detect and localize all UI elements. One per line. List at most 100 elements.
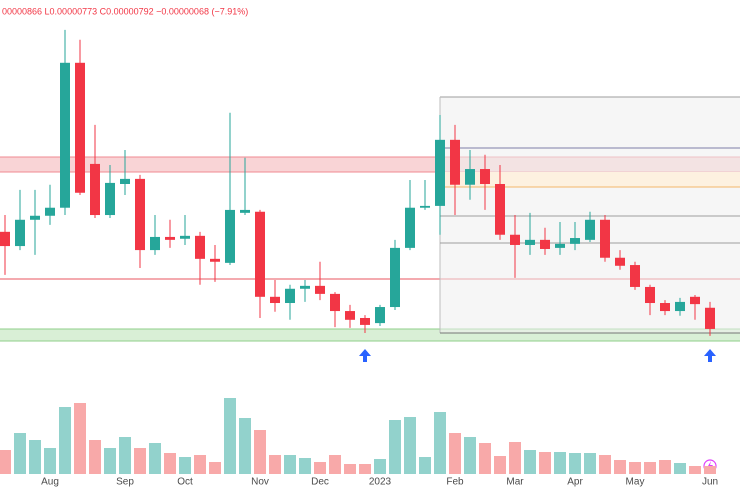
volume-bar (134, 448, 146, 474)
volume-bar (614, 460, 626, 474)
x-tick-label: Nov (251, 477, 269, 488)
candle-body (495, 184, 505, 235)
candle-body (510, 234, 520, 245)
candle-body (525, 239, 535, 245)
candle-body (60, 62, 70, 208)
volume-bar (119, 437, 131, 474)
candle-body (585, 219, 595, 240)
volume-bar (404, 417, 416, 474)
candle-body (450, 139, 460, 185)
candle-body (270, 296, 280, 304)
candle-body (375, 307, 385, 324)
x-tick-label: Apr (567, 477, 583, 488)
candle-body (630, 265, 640, 287)
ohlc-header: 00000866 L0.00000773 C0.00000792 −0.0000… (2, 6, 248, 16)
candle-body (180, 235, 190, 239)
volume-pane (0, 398, 716, 474)
volume-bar (314, 462, 326, 474)
candle-body (300, 285, 310, 289)
volume-bar (389, 420, 401, 474)
volume-bar (479, 443, 491, 474)
x-tick-label: Oct (177, 477, 193, 488)
volume-bar (464, 437, 476, 474)
volume-bar (659, 460, 671, 474)
volume-bar (14, 433, 26, 474)
volume-bar (179, 457, 191, 474)
candle-body (555, 243, 565, 248)
volume-bar (644, 462, 656, 474)
candle-body (465, 169, 475, 185)
candle-body (420, 205, 430, 208)
candle-body (390, 247, 400, 308)
candle-body (600, 219, 610, 258)
time-axis: Aug Sep Oct Nov Dec 2023 Feb Mar Apr May Jun (41, 477, 718, 488)
volume-bar (284, 455, 296, 474)
candle-body (75, 62, 85, 193)
x-tick-label: Feb (446, 477, 464, 488)
candle-body (405, 207, 415, 248)
candle-body (540, 239, 550, 249)
volume-bar (344, 464, 356, 474)
candle-body (15, 219, 25, 247)
candle-body (645, 286, 655, 304)
x-tick-label: 2023 (369, 477, 392, 488)
volume-bar (629, 462, 641, 474)
volume-bar (269, 455, 281, 474)
volume-bar (674, 463, 686, 474)
candle-body (435, 139, 445, 206)
volume-bar (704, 466, 716, 474)
volume-bar (539, 452, 551, 474)
candle-body (240, 209, 250, 213)
candle-body (90, 163, 100, 216)
volume-bar (104, 448, 116, 474)
candle-body (660, 303, 670, 312)
candle-body (135, 178, 145, 251)
volume-bar (149, 443, 161, 474)
candle-body (690, 296, 700, 305)
candle-body (285, 288, 295, 304)
x-tick-label: Aug (41, 477, 59, 488)
arrow-up (359, 349, 371, 362)
volume-bar (254, 430, 266, 474)
drawings (0, 96, 740, 473)
volume-bar (509, 442, 521, 474)
candle-body (675, 301, 685, 312)
volume-bar (449, 433, 461, 474)
volume-bar (239, 418, 251, 474)
x-tick-label: May (626, 477, 645, 488)
volume-bar (329, 455, 341, 474)
candle-body (615, 257, 625, 266)
volume-bar (599, 455, 611, 474)
candle-body (345, 311, 355, 320)
volume-bar (494, 456, 506, 474)
candle-body (315, 285, 325, 294)
volume-bar (584, 453, 596, 474)
arrow-up (704, 349, 716, 362)
candle-body (705, 307, 715, 329)
candle-body (255, 211, 265, 297)
volume-bar (299, 458, 311, 474)
volume-bar (689, 466, 701, 474)
candle-body (225, 209, 235, 263)
candle-body (105, 182, 115, 216)
candle-body (165, 236, 175, 240)
candle-body (210, 258, 220, 262)
volume-bar (74, 403, 86, 474)
volume-bar (569, 453, 581, 474)
volume-bar (434, 412, 446, 474)
volume-bar (59, 407, 71, 474)
volume-bar (359, 464, 371, 474)
x-tick-label: Mar (506, 477, 524, 488)
volume-bar (224, 398, 236, 474)
candle-body (45, 207, 55, 216)
x-tick-label: Dec (311, 477, 329, 488)
candle-body (360, 317, 370, 325)
candle-body (480, 169, 490, 184)
x-tick-label: Jun (702, 477, 718, 488)
candle-body (30, 215, 40, 220)
fib-band (440, 172, 740, 187)
volume-bar (164, 453, 176, 474)
volume-bar (554, 452, 566, 474)
candle-body (120, 178, 130, 184)
